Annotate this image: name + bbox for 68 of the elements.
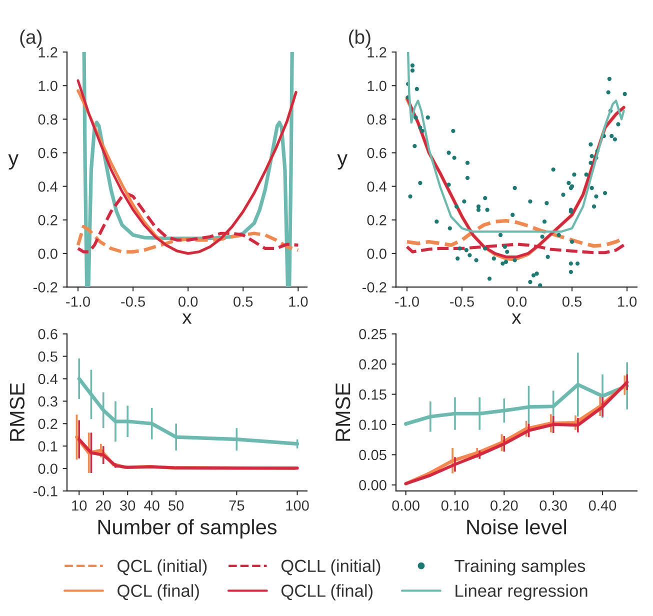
x-axis-title: Noise level: [467, 519, 566, 534]
y-tick-label: 0.0: [38, 248, 58, 259]
y-tick-label: 0.20: [359, 359, 386, 370]
y-tick-label: -0.2: [33, 282, 58, 292]
y-tick-label: -0.1: [33, 486, 58, 496]
y-tick-label: 1.2: [38, 47, 58, 58]
x-tick-label: 40: [144, 500, 160, 511]
x-tick-label: -1.0: [66, 296, 90, 307]
y-axis-title: RMSE: [336, 383, 350, 441]
legend-label: Linear regression: [456, 584, 588, 600]
y-tick-label: 1.0: [38, 80, 58, 92]
x-tick-label: 10: [72, 500, 87, 511]
chart-title: (a): [20, 30, 42, 48]
legend-label: QCL (final): [118, 584, 199, 600]
y-tick-label: 0.15: [359, 389, 386, 400]
y-tick-label: 0.00: [359, 480, 386, 490]
y-tick-label: 0.3: [38, 396, 58, 407]
y-tick-label: 1.0: [368, 80, 386, 92]
x-tick-label: -0.5: [450, 296, 474, 307]
y-tick-label: 0.8: [38, 114, 58, 125]
y-tick-label: 0.2: [38, 418, 58, 430]
y-axis-title: y: [337, 154, 348, 170]
x-tick-label: 0.0: [178, 296, 198, 307]
y-tick-label: 0.1: [38, 441, 58, 452]
y-tick-label: 0.4: [38, 374, 58, 384]
x-tick-label: 75: [229, 500, 244, 511]
y-tick-label: 0.8: [367, 114, 386, 125]
x-axis-title: x: [512, 313, 522, 324]
y-tick-label: 1.2: [368, 47, 386, 58]
x-tick-label: 0.40: [588, 500, 616, 511]
y-axis-title: RMSE: [10, 383, 25, 441]
chart-title: (b): [348, 30, 370, 48]
y-tick-label: 0.0: [367, 248, 386, 259]
x-tick-label: 0.5: [562, 296, 582, 307]
y-tick-label: 0.6: [367, 148, 386, 158]
y-tick-label: 0.05: [359, 450, 386, 460]
x-tick-label: 0.10: [441, 500, 469, 511]
y-tick-label: 0.4: [38, 181, 58, 192]
x-tick-label: 1.0: [618, 296, 637, 307]
x-tick-label: 20: [96, 500, 111, 511]
y-tick-label: 0.2: [367, 215, 386, 226]
x-tick-label: -0.5: [121, 296, 145, 307]
y-tick-label: 0.0: [38, 464, 58, 474]
x-tick-label: -1.0: [395, 296, 419, 307]
legend-label: QCLL (initial): [281, 559, 380, 576]
x-axis-title: x: [182, 313, 192, 324]
x-tick-label: 0.00: [392, 500, 420, 511]
y-axis-title: y: [8, 154, 19, 170]
y-tick-label: 0.5: [38, 351, 58, 362]
x-tick-label: 50: [168, 500, 184, 511]
x-tick-label: 0.20: [490, 500, 518, 511]
y-tick-label: 0.10: [359, 420, 386, 430]
x-tick-label: 0.30: [540, 500, 567, 511]
x-axis-title: Number of samples: [98, 519, 277, 539]
x-tick-label: 30: [120, 500, 136, 511]
legend-label: Training samples: [454, 559, 586, 576]
y-tick-label: 0.2: [38, 215, 58, 226]
x-tick-label: 1.0: [289, 296, 308, 307]
y-tick-label: 0.4: [367, 181, 387, 192]
y-tick-label: -0.2: [362, 282, 386, 292]
y-tick-label: 0.6: [38, 328, 58, 340]
x-tick-label: 0.5: [234, 296, 253, 307]
x-tick-label: 0.0: [507, 296, 527, 307]
legend-label: QCLL (final): [281, 584, 373, 600]
x-tick-label: 100: [286, 500, 309, 511]
y-tick-label: 0.25: [359, 328, 386, 340]
legend-label: QCL (initial): [118, 559, 207, 576]
y-tick-label: 0.6: [38, 148, 58, 158]
